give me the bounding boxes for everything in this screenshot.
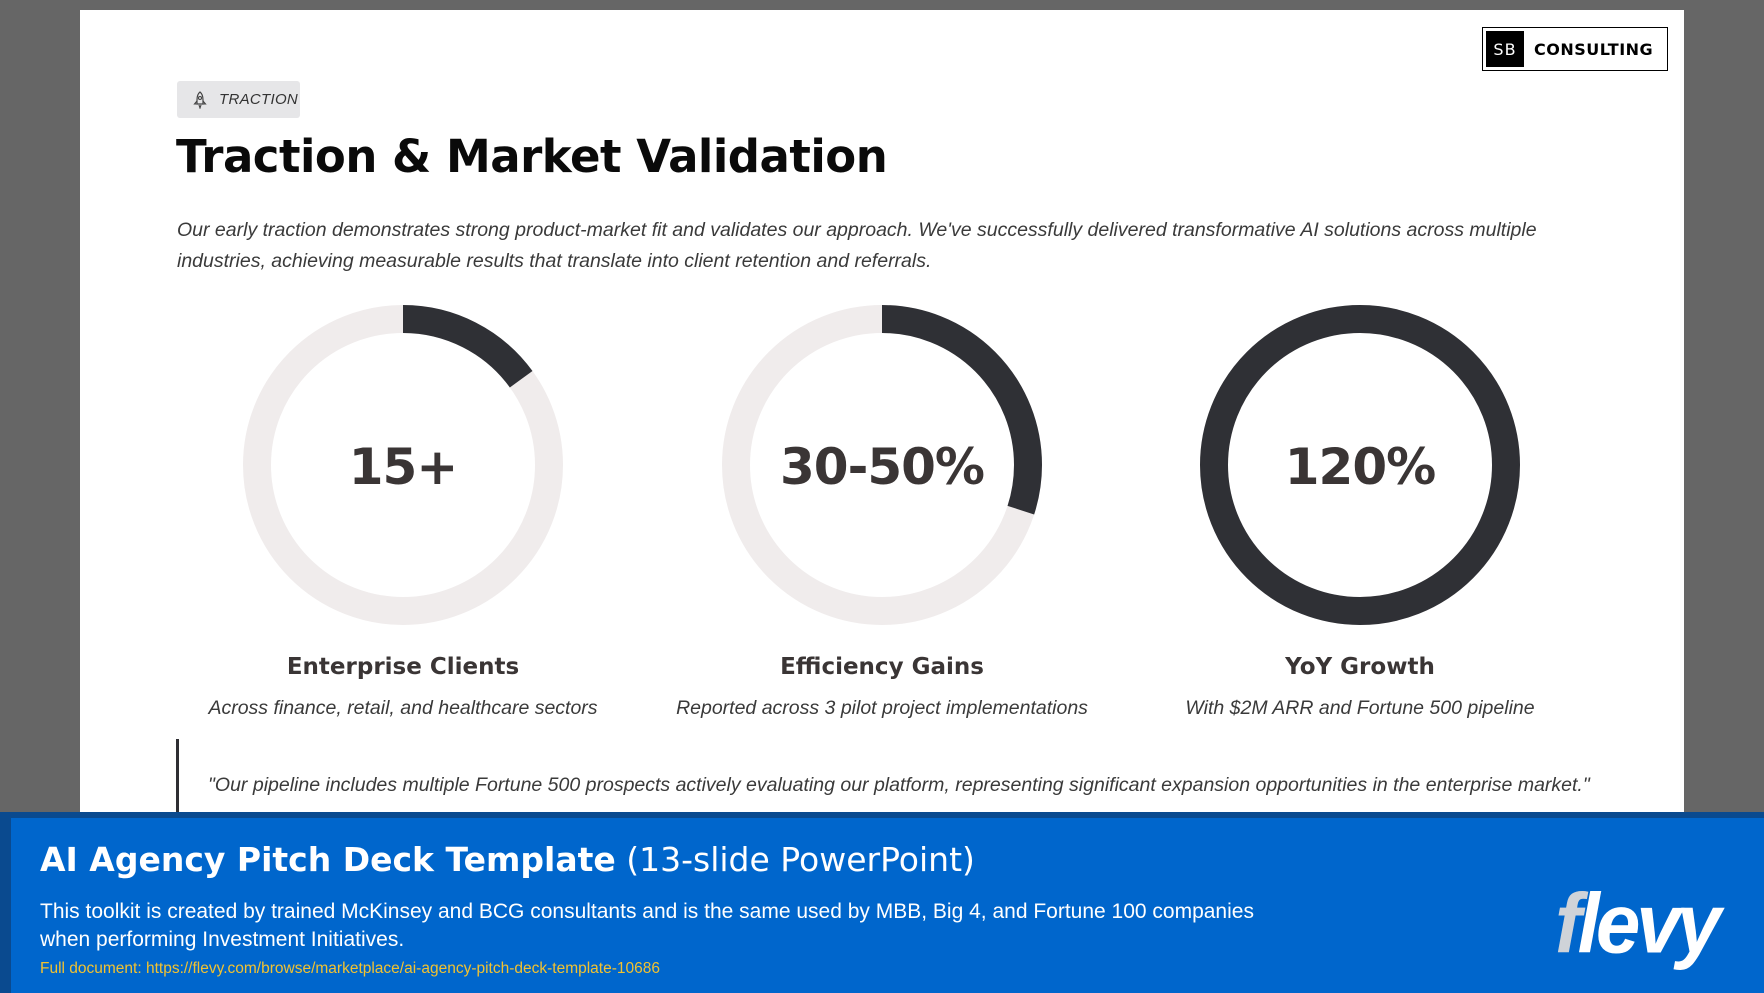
- section-tag: TRACTION: [177, 81, 300, 118]
- section-tag-label: TRACTION: [219, 91, 299, 108]
- metric-subtext: With $2M ARR and Fortune 500 pipeline: [1185, 697, 1535, 719]
- metric-subtext: Reported across 3 pilot project implemen…: [676, 697, 1088, 719]
- slide: SB CONSULTING TRACTION Traction & Market…: [80, 10, 1684, 840]
- metric-label: Efficiency Gains: [780, 654, 984, 680]
- metric-label: YoY Growth: [1285, 654, 1435, 680]
- flevy-logo[interactable]: flevy: [1555, 876, 1722, 973]
- banner-left-stripe: [0, 818, 11, 993]
- page-title: Traction & Market Validation: [176, 130, 888, 183]
- banner-title-light: (13-slide PowerPoint): [626, 840, 975, 879]
- flevy-logo-f: f: [1555, 876, 1582, 971]
- pipeline-quote: "Our pipeline includes multiple Fortune …: [208, 774, 1590, 796]
- banner-title-bold: AI Agency Pitch Deck Template: [40, 840, 616, 879]
- page-description: Our early traction demonstrates strong p…: [177, 219, 1537, 272]
- sb-consulting-logo: SB CONSULTING: [1482, 27, 1668, 71]
- quote-accent-bar: [176, 739, 179, 829]
- metric-yoy-growth: 120% YoY Growth With $2M ARR and Fortune…: [1130, 300, 1590, 720]
- progress-ring-icon: [1200, 305, 1520, 625]
- metric-efficiency-gains: 30-50% Efficiency Gains Reported across …: [652, 300, 1112, 720]
- logo-text: CONSULTING: [1534, 39, 1654, 59]
- metric-enterprise-clients: 15+ Enterprise Clients Across finance, r…: [173, 300, 633, 720]
- logo-badge: SB: [1486, 31, 1524, 67]
- banner-top-stripe: [0, 812, 1764, 819]
- full-document-link[interactable]: Full document: https://flevy.com/browse/…: [40, 960, 660, 977]
- metric-value: 30-50%: [779, 438, 985, 496]
- flevy-banner: AI Agency Pitch Deck Template (13-slide …: [0, 818, 1764, 993]
- banner-title: AI Agency Pitch Deck Template (13-slide …: [40, 840, 975, 879]
- metric-subtext: Across finance, retail, and healthcare s…: [208, 697, 598, 719]
- progress-ring-icon: [722, 305, 1042, 625]
- metric-value: 120%: [1284, 438, 1436, 496]
- flevy-logo-rest: levy: [1577, 876, 1722, 971]
- metric-value: 15+: [348, 438, 458, 496]
- metric-label: Enterprise Clients: [286, 654, 520, 680]
- banner-description: This toolkit is created by trained McKin…: [40, 900, 1254, 951]
- progress-ring-icon: [243, 305, 563, 625]
- rocket-icon: [193, 90, 207, 109]
